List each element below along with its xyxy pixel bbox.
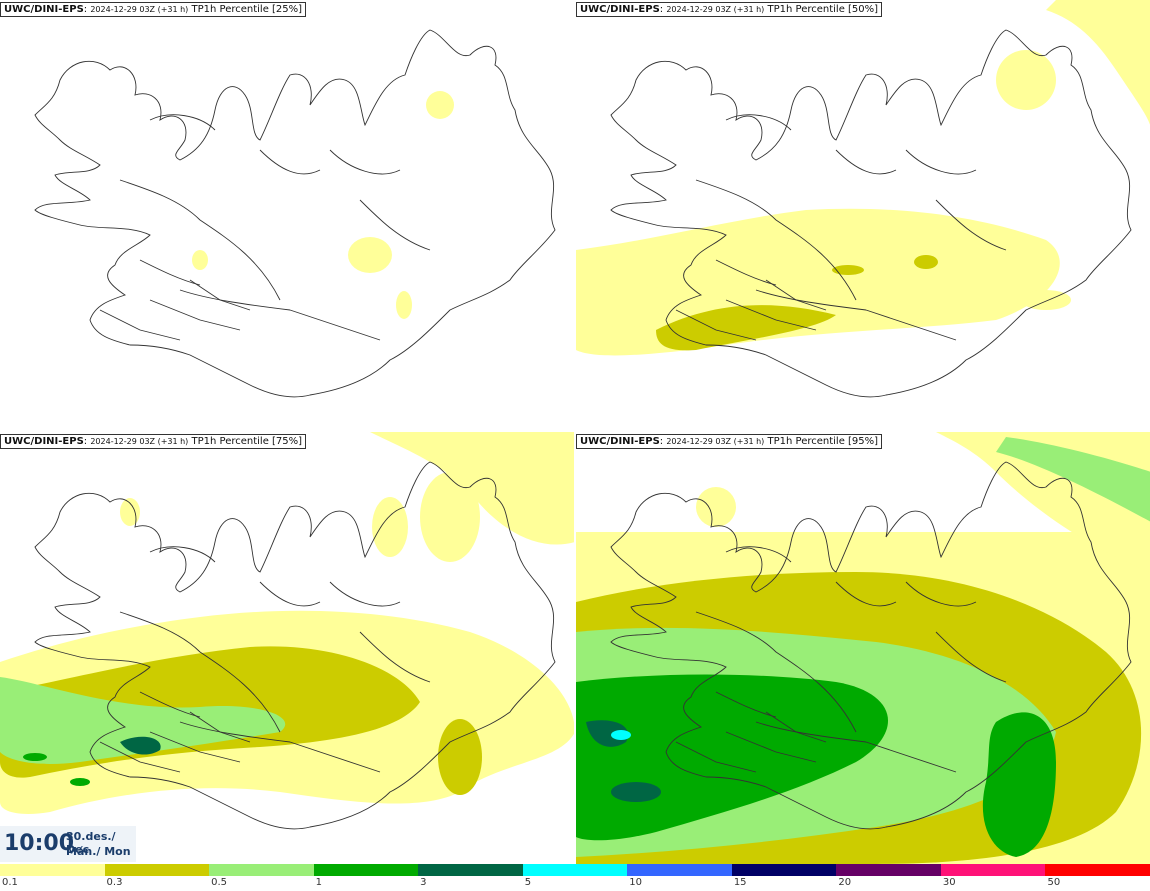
colorbar-segment <box>940 864 1046 876</box>
run-time: 2024-12-29 03Z (+31 h) <box>666 437 765 446</box>
precip-map-p50 <box>576 0 1150 398</box>
field-name: TP1h Percentile [95%] <box>767 436 879 447</box>
colorbar-segment <box>731 864 837 876</box>
model-name: UWC/DINI-EPS <box>580 436 660 447</box>
colorbar-tick-label: 15 <box>733 877 747 888</box>
colorbar-tick-label: 30 <box>942 877 956 888</box>
colorbar-segment <box>313 864 419 876</box>
colorbar-tick-label: 20 <box>838 877 852 888</box>
map-panel-p95: UWC/DINI-EPS: 2024-12-29 03Z (+31 h) TP1… <box>576 432 1150 864</box>
colorbar-segment <box>418 864 523 876</box>
valid-time-clock: 10:00 <box>4 831 75 856</box>
colorbar-segment <box>522 864 628 876</box>
map-panel-p25: UWC/DINI-EPS: 2024-12-29 03Z (+31 h) TP1… <box>0 0 575 432</box>
panel-title: UWC/DINI-EPS: 2024-12-29 03Z (+31 h) TP1… <box>0 2 307 17</box>
colorbar-segment <box>0 864 105 876</box>
field-name: TP1h Percentile [75%] <box>191 436 303 447</box>
map-panel-p75: UWC/DINI-EPS: 2024-12-29 03Z (+31 h) TP1… <box>0 432 575 864</box>
panel-divider-vertical <box>574 0 576 864</box>
panel-title: UWC/DINI-EPS: 2024-12-29 03Z (+31 h) TP1… <box>576 2 883 17</box>
field-name: TP1h Percentile [25%] <box>191 4 303 15</box>
valid-time-box: 10:00 30.des./ Dec Mán./ Mon <box>0 826 136 862</box>
panel-title: UWC/DINI-EPS: 2024-12-29 03Z (+31 h) TP1… <box>0 434 307 449</box>
valid-date-line1: 30.des./ Dec <box>66 830 116 856</box>
colorbar-ticks: 0.1 0.3 0.5 1 3 5 10 15 20 30 50 <box>0 877 1150 891</box>
precip-colorbar <box>0 864 1150 876</box>
precip-map-p25 <box>34 29 556 398</box>
colorbar-tick-label: 0.5 <box>211 877 227 888</box>
colorbar-tick-label: 1 <box>315 877 322 888</box>
precip-map-p95 <box>576 432 1150 864</box>
run-time: 2024-12-29 03Z (+31 h) <box>90 437 189 446</box>
field-name: TP1h Percentile [50%] <box>767 4 879 15</box>
precip-map-p75 <box>0 432 575 830</box>
colorbar-tick-label: 50 <box>1047 877 1061 888</box>
colorbar-tick-label: 3 <box>420 877 427 888</box>
colorbar-tick-label: 10 <box>629 877 642 888</box>
map-panel-p50: UWC/DINI-EPS: 2024-12-29 03Z (+31 h) TP1… <box>576 0 1150 432</box>
valid-date-line2: Mán./ Mon <box>66 845 131 858</box>
model-name: UWC/DINI-EPS <box>4 4 84 15</box>
colorbar-segment <box>104 864 210 876</box>
panel-divider-horizontal <box>0 430 1150 432</box>
model-name: UWC/DINI-EPS <box>580 4 660 15</box>
colorbar-tick-label: 5 <box>524 877 532 888</box>
run-time: 2024-12-29 03Z (+31 h) <box>666 5 765 14</box>
colorbar-segment <box>627 864 732 876</box>
colorbar-tick-label: 0.3 <box>106 877 123 888</box>
colorbar-segment <box>1045 864 1150 876</box>
run-time: 2024-12-29 03Z (+31 h) <box>90 5 189 14</box>
model-name: UWC/DINI-EPS <box>4 436 84 447</box>
panel-title: UWC/DINI-EPS: 2024-12-29 03Z (+31 h) TP1… <box>576 434 883 449</box>
colorbar-tick-label: 0.1 <box>2 877 18 888</box>
colorbar-segment <box>209 864 314 876</box>
colorbar-segment <box>836 864 941 876</box>
